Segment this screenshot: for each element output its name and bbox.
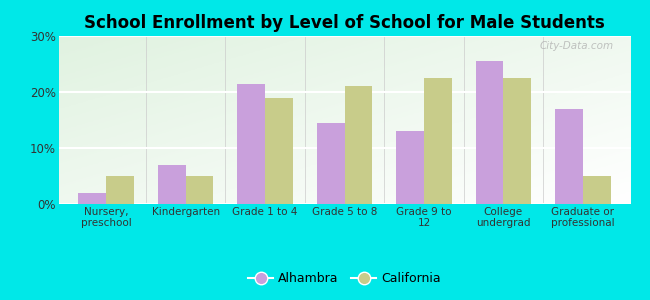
Bar: [396, 131, 424, 204]
Bar: [476, 61, 503, 204]
Bar: [79, 193, 106, 204]
Title: School Enrollment by Level of School for Male Students: School Enrollment by Level of School for…: [84, 14, 605, 32]
Bar: [317, 123, 345, 204]
Bar: [186, 176, 213, 204]
Bar: [583, 176, 610, 204]
Bar: [237, 84, 265, 204]
Bar: [424, 78, 452, 204]
Legend: Alhambra, California: Alhambra, California: [243, 267, 446, 290]
Bar: [344, 86, 372, 204]
Bar: [265, 98, 293, 204]
Bar: [158, 165, 186, 204]
Bar: [555, 109, 583, 204]
Text: City-Data.com: City-Data.com: [540, 41, 614, 51]
Bar: [503, 78, 531, 204]
Bar: [106, 176, 134, 204]
